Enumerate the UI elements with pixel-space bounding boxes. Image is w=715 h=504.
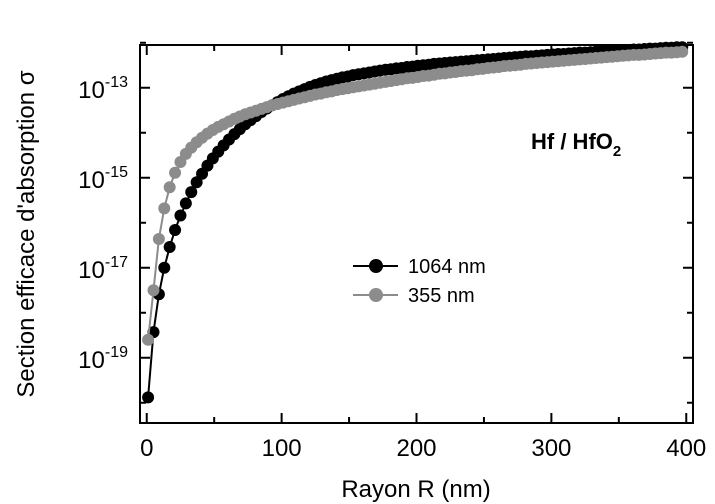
legend-marker-355 xyxy=(369,288,383,302)
x-tick-label: 200 xyxy=(396,435,436,462)
series-1 xyxy=(142,45,689,346)
data-point xyxy=(169,166,182,179)
y-tick-base: 10 xyxy=(78,257,105,284)
data-point xyxy=(158,261,171,274)
series-line xyxy=(147,46,683,398)
x-tick-label: 400 xyxy=(666,435,706,462)
data-point xyxy=(190,176,203,189)
legend-label-1064: 1064 nm xyxy=(408,256,486,278)
y-tick-base: 10 xyxy=(78,167,105,194)
data-point xyxy=(142,333,155,346)
y-tick-base: 10 xyxy=(78,77,105,104)
data-point xyxy=(185,186,198,199)
legend-marker-1064 xyxy=(369,259,383,273)
data-point xyxy=(147,284,160,297)
data-point xyxy=(676,45,689,58)
y-tick-exponent: -13 xyxy=(105,74,128,91)
data-point xyxy=(152,232,165,245)
data-point xyxy=(163,241,176,254)
series-0 xyxy=(142,41,689,404)
plot-frame xyxy=(139,44,694,424)
data-point xyxy=(163,181,176,194)
x-tick-label: 0 xyxy=(140,435,153,462)
data-point xyxy=(158,202,171,215)
x-axis-title: Rayon R (nm) xyxy=(341,476,490,503)
y-tick-label: 10-15 xyxy=(78,164,128,194)
y-tick-base: 10 xyxy=(78,347,105,374)
data-point xyxy=(169,223,182,236)
data-point xyxy=(179,197,192,210)
legend: 1064 nm 355 nm xyxy=(353,256,486,307)
y-tick-exponent: -19 xyxy=(105,344,128,361)
legend-label-355: 355 nm xyxy=(408,285,475,307)
data-point xyxy=(142,391,155,404)
y-tick-exponent: -17 xyxy=(105,254,128,271)
annotation-main: Hf / HfO xyxy=(531,129,613,154)
x-tick-label: 100 xyxy=(262,435,302,462)
y-tick-label: 10-13 xyxy=(78,74,128,104)
annotation-subscript: 2 xyxy=(613,143,621,160)
y-tick-label: 10-17 xyxy=(78,254,128,284)
x-tick-label: 300 xyxy=(531,435,571,462)
y-tick-exponent: -15 xyxy=(105,164,128,181)
material-annotation: Hf / HfO2 xyxy=(531,129,621,160)
y-tick-label: 10-19 xyxy=(78,344,128,374)
y-axis-title: Section efficace d'absorption σ xyxy=(13,70,40,397)
data-point xyxy=(174,209,187,222)
